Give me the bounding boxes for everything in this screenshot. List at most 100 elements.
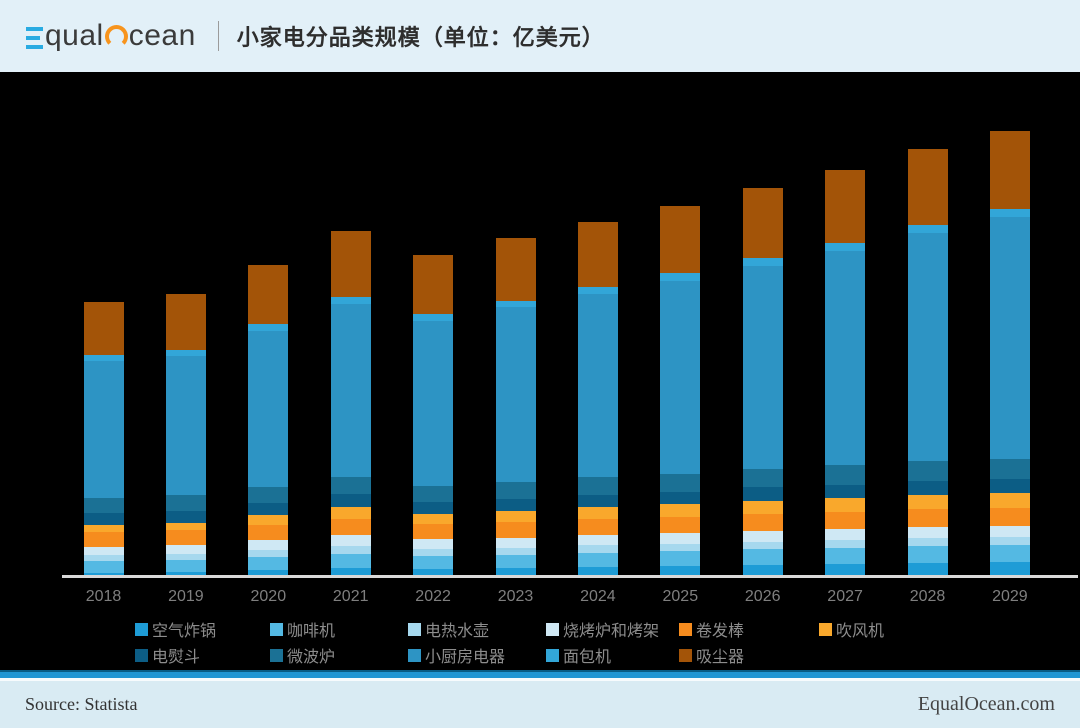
legend-item-面包机: 面包机 — [546, 646, 611, 666]
bar-segment-空气炸锅 — [825, 564, 866, 576]
legend-swatch-icon — [546, 648, 559, 662]
bar-segment-面包机 — [248, 323, 289, 331]
bar-segment-小厨房电器 — [330, 304, 371, 477]
bar-segment-烧烤炉和烤架 — [989, 525, 1030, 537]
bar-segment-空气炸锅 — [989, 562, 1030, 576]
bar-segment-微波炉 — [742, 468, 783, 488]
legend-swatch-icon — [270, 648, 283, 662]
bar-segment-微波炉 — [165, 495, 206, 511]
bar-segment-小厨房电器 — [907, 233, 948, 462]
stacked-bar-2020 — [248, 265, 289, 576]
bar-segment-吸尘器 — [989, 130, 1030, 209]
legend-item-吹风机: 吹风机 — [819, 620, 885, 640]
legend-swatch-icon — [408, 622, 421, 636]
header-divider — [217, 21, 219, 51]
bar-segment-卷发棒 — [907, 509, 948, 527]
bar-segment-吸尘器 — [330, 230, 371, 297]
bar-segment-吸尘器 — [165, 293, 206, 350]
bar-segment-微波炉 — [495, 482, 536, 499]
legend-item-电熨斗: 电熨斗 — [135, 646, 201, 666]
header: qual cean 小家电分品类规模（单位：亿美元） — [0, 0, 1080, 72]
stacked-bar-2022 — [413, 255, 454, 576]
bar-segment-微波炉 — [413, 486, 454, 503]
bar-segment-吹风机 — [989, 493, 1030, 508]
bar-segment-空气炸锅 — [248, 570, 289, 576]
x-tick-label: 2029 — [992, 588, 1028, 605]
bar-segment-吹风机 — [742, 500, 783, 514]
stacked-bar-2027 — [825, 169, 866, 576]
legend-swatch-icon — [135, 622, 148, 636]
bar-segment-面包机 — [989, 208, 1030, 217]
bar-segment-咖啡机 — [907, 545, 948, 563]
bar-segment-电熨斗 — [989, 479, 1030, 494]
bar-segment-咖啡机 — [577, 552, 618, 567]
bar-segment-面包机 — [907, 225, 948, 234]
site-link[interactable]: EqualOcean.com — [917, 693, 1055, 715]
bar-segment-微波炉 — [577, 477, 618, 495]
footer-divider-dark — [0, 670, 1080, 672]
bar-segment-面包机 — [577, 286, 618, 294]
bar-segment-吸尘器 — [825, 169, 866, 244]
legend-swatch-icon — [679, 648, 692, 662]
bar-segment-电热水壶 — [413, 549, 454, 556]
bar-segment-卷发棒 — [989, 507, 1030, 526]
y-axis: 3500300025002000150010005000 — [0, 72, 48, 670]
bar-segment-烧烤炉和烤架 — [907, 526, 948, 539]
bar-segment-面包机 — [83, 354, 124, 361]
x-tick-label: 2018 — [85, 588, 122, 605]
x-tick-label: 2028 — [909, 588, 946, 605]
bar-segment-微波炉 — [248, 486, 289, 503]
legend-swatch-icon — [270, 622, 283, 636]
bar-segment-吹风机 — [495, 510, 536, 523]
bar-segment-烧烤炉和烤架 — [660, 533, 701, 544]
logo-text-qual: qual — [45, 19, 104, 52]
x-tick-label: 2026 — [744, 588, 781, 605]
bar-segment-电熨斗 — [83, 513, 124, 526]
stacked-bar-2018 — [83, 301, 124, 576]
stacked-bar-2019 — [165, 293, 206, 576]
bar-segment-卷发棒 — [83, 532, 124, 547]
bar-segment-面包机 — [660, 273, 701, 281]
bar-segment-小厨房电器 — [413, 320, 454, 487]
legend-swatch-icon — [546, 622, 559, 636]
x-tick-label: 2019 — [168, 588, 204, 605]
bar-segment-吸尘器 — [248, 265, 289, 324]
bar-segment-吹风机 — [660, 504, 701, 517]
legend-item-电热水壶: 电热水壶 — [408, 620, 489, 640]
bar-segment-小厨房电器 — [660, 280, 701, 474]
bar-segment-吸尘器 — [660, 206, 701, 274]
bar-segment-烧烤炉和烤架 — [248, 540, 289, 551]
legend-label: 吸尘器 — [696, 649, 745, 666]
stacked-bar-2023 — [495, 238, 536, 576]
bar-segment-空气炸锅 — [165, 572, 206, 576]
bar-segment-吹风机 — [83, 525, 124, 533]
x-tick-label: 2027 — [827, 588, 863, 605]
bar-segment-卷发棒 — [413, 524, 454, 540]
bar-segment-面包机 — [413, 313, 454, 321]
bar-segment-卷发棒 — [330, 518, 371, 536]
footer-divider-blue — [0, 672, 1080, 678]
plot-area — [62, 72, 1078, 576]
bar-segment-咖啡机 — [989, 544, 1030, 563]
bar-segment-空气炸锅 — [660, 566, 701, 576]
bar-segment-电热水壶 — [330, 546, 371, 554]
bar-segment-烧烤炉和烤架 — [577, 535, 618, 546]
bar-segment-咖啡机 — [742, 549, 783, 565]
bar-segment-吹风机 — [330, 506, 371, 519]
legend-label: 电熨斗 — [152, 649, 201, 666]
legend-label: 咖啡机 — [287, 623, 336, 640]
bar-segment-烧烤炉和烤架 — [825, 529, 866, 541]
bar-segment-小厨房电器 — [83, 361, 124, 499]
bar-segment-咖啡机 — [825, 547, 866, 565]
logo-o-icon — [104, 24, 128, 48]
stacked-bar-2029 — [989, 130, 1030, 576]
bar-segment-电熨斗 — [330, 494, 371, 507]
bar-segment-吹风机 — [825, 498, 866, 512]
bar-segment-吹风机 — [248, 515, 289, 525]
bar-segment-烧烤炉和烤架 — [495, 537, 536, 548]
bar-segment-烧烤炉和烤架 — [165, 545, 206, 554]
bar-segment-电熨斗 — [660, 491, 701, 505]
bar-segment-吸尘器 — [742, 187, 783, 258]
legend-label: 吹风机 — [836, 623, 885, 640]
bar-segment-微波炉 — [907, 461, 948, 482]
